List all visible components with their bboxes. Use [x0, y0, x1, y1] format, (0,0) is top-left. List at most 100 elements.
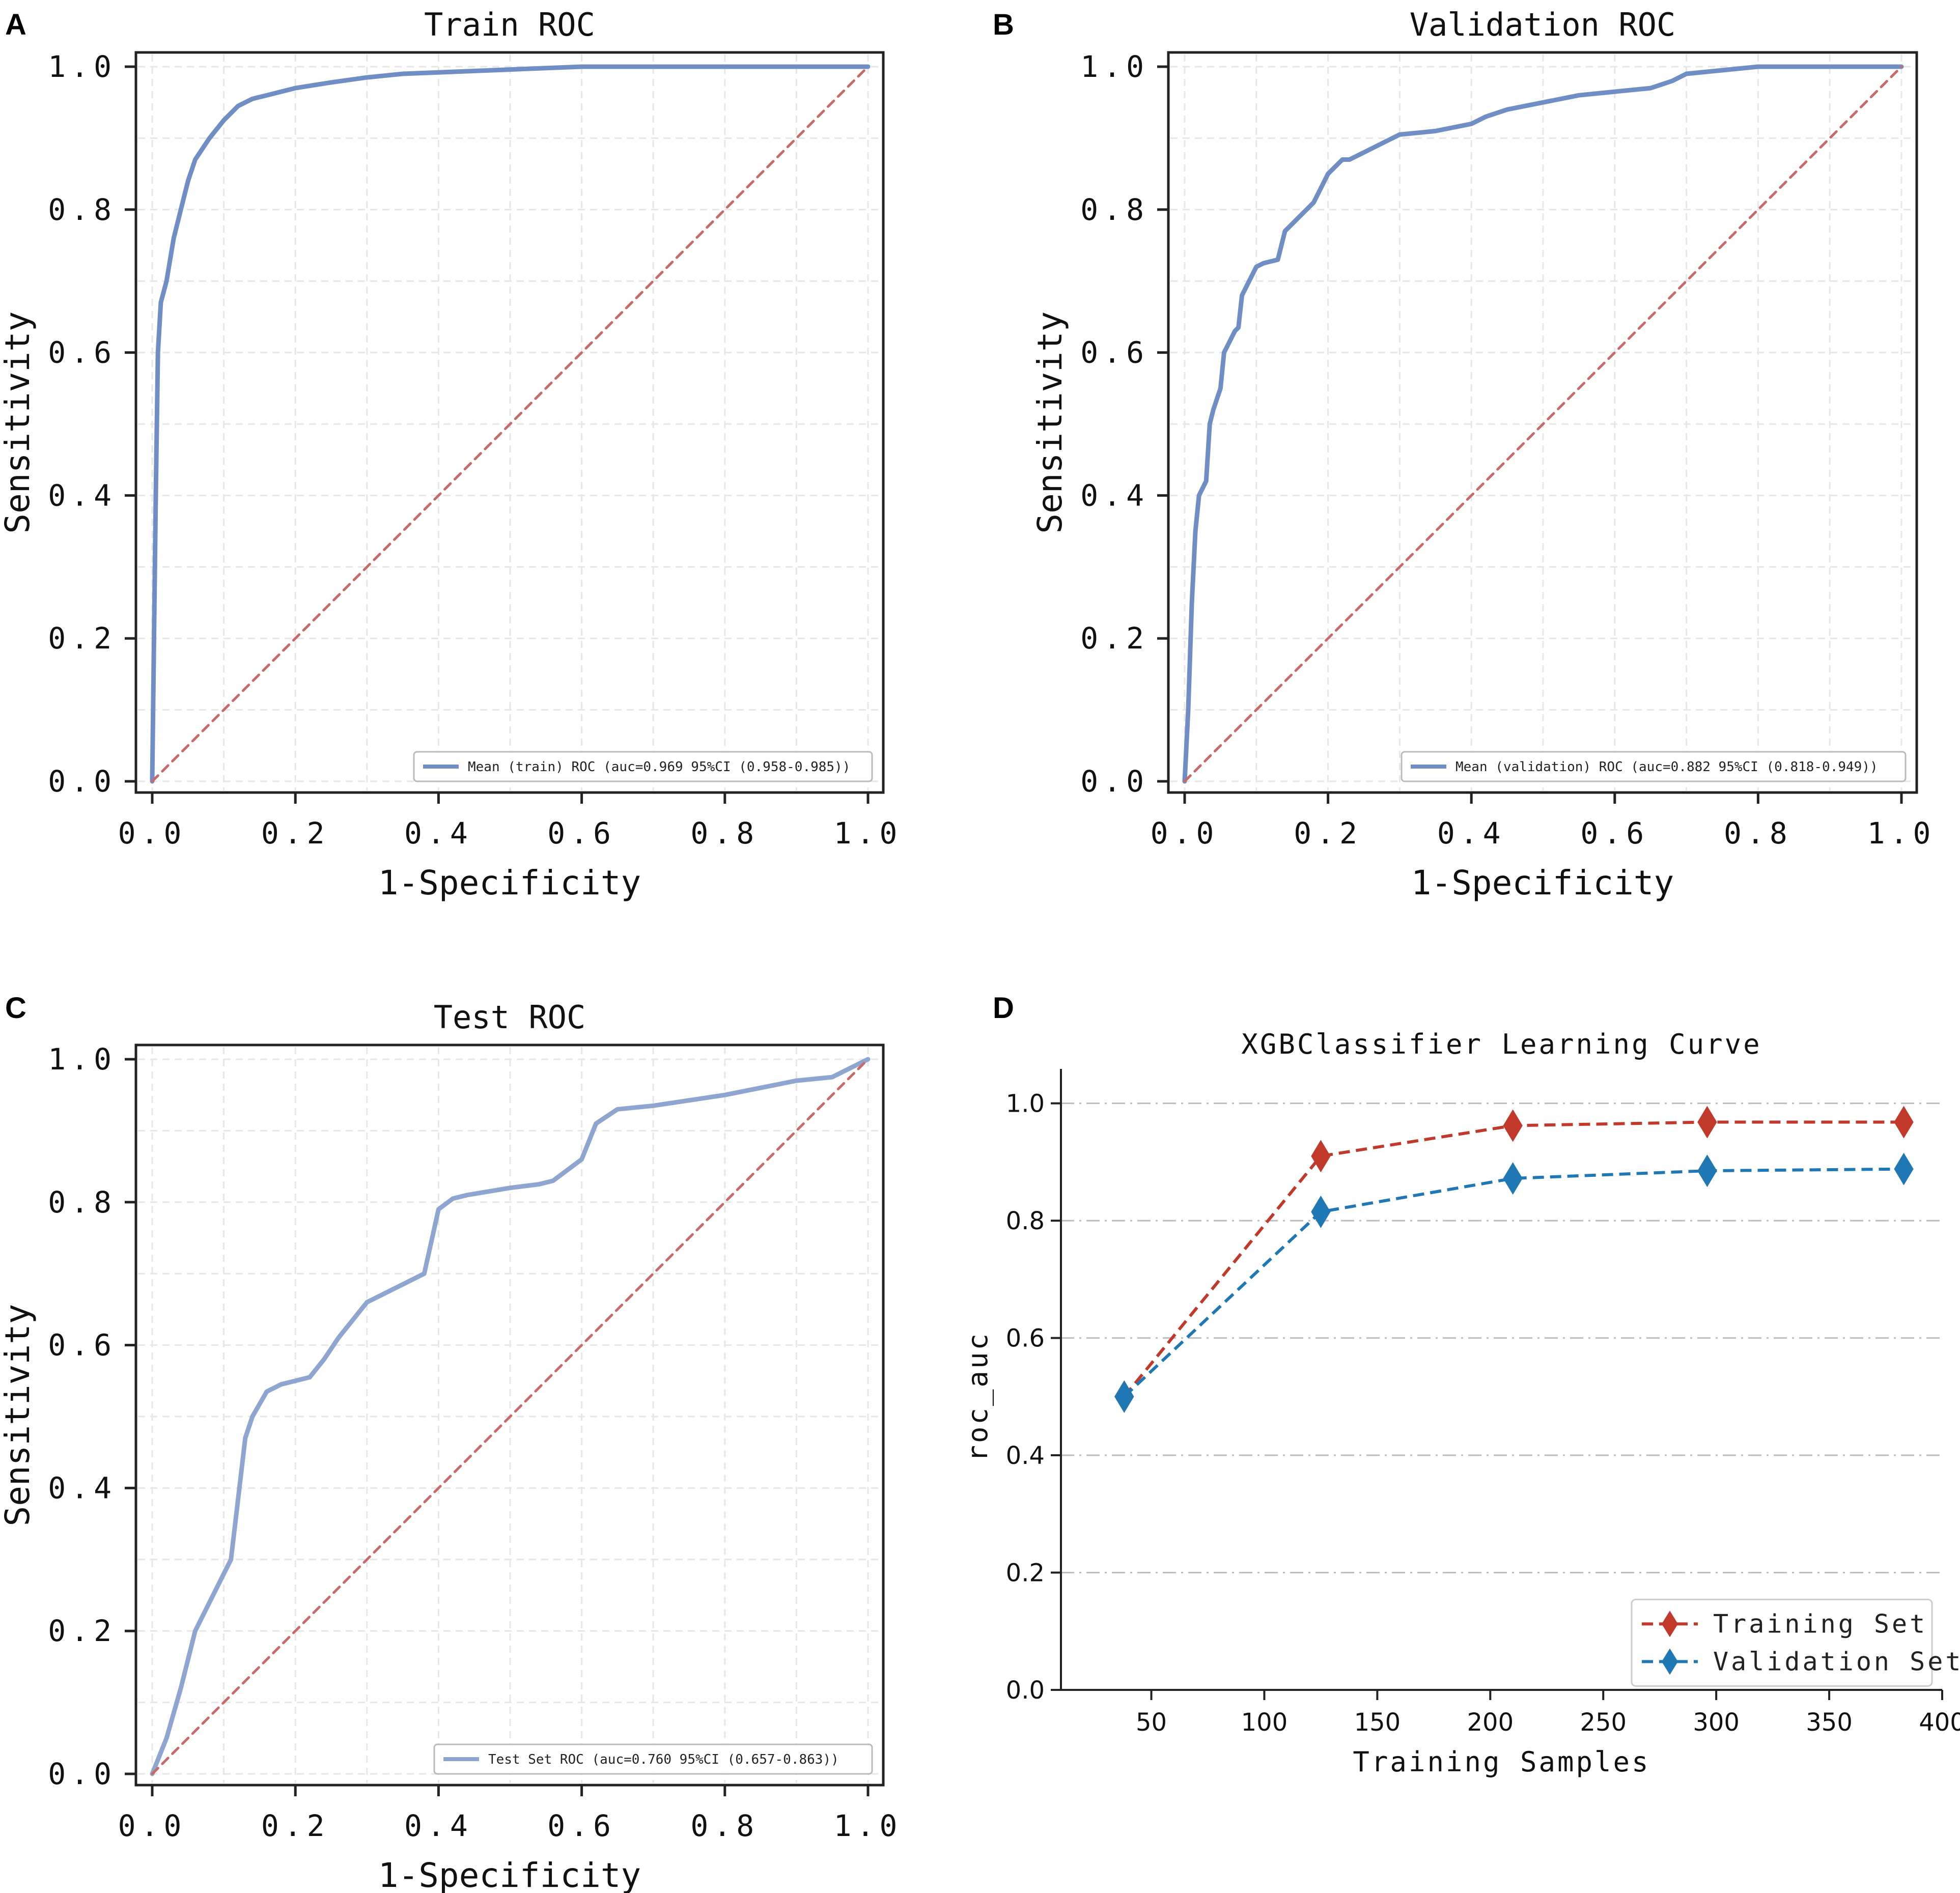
legend-box — [1631, 1598, 1933, 1687]
plot-frame — [134, 1043, 885, 1787]
x-tick-label: 0.2 — [1294, 816, 1362, 851]
x-axis-label: 1-Specificity — [378, 863, 641, 902]
y-tick-label: 0.8 — [48, 1185, 117, 1220]
legend-box — [413, 751, 873, 782]
roc-curve-line — [1182, 64, 1904, 784]
learning-curve-line — [1123, 1120, 1904, 1398]
y-tick-label: 0.6 — [48, 335, 117, 370]
legend-label: Mean (train) ROC (auc=0.969 95%CI (0.958… — [468, 759, 850, 775]
y-tick-label: 0.0 — [1006, 1676, 1045, 1705]
chart-title: Train ROC — [424, 6, 595, 43]
panel-letter: B — [993, 8, 1014, 41]
x-tick-label: 350 — [1806, 1708, 1853, 1737]
x-tick-label: 0.2 — [261, 1809, 330, 1843]
panel-letter: A — [5, 8, 26, 41]
x-tick-label: 0.6 — [1580, 816, 1649, 851]
x-tick-label: 1.0 — [834, 1809, 903, 1843]
chart-title: Validation ROC — [1410, 6, 1676, 43]
legend-label: Training Set — [1713, 1609, 1927, 1638]
panel-a: A 0.0 0.2 0.4 0.6 0.8 1.0 0.0 0.2 0.4 0.6 0.8 1.0 Tra… — [0, 6, 903, 902]
x-tick-label: 0.0 — [118, 816, 187, 851]
y-tick-label: 0.2 — [48, 1614, 117, 1648]
x-tick-label: 250 — [1580, 1708, 1627, 1737]
y-tick-label: 0.4 — [1080, 478, 1149, 513]
y-tick-label: 0.6 — [1006, 1324, 1045, 1353]
diamond-marker — [1114, 1380, 1134, 1413]
diamond-marker — [1311, 1140, 1331, 1173]
y-tick-label: 0.2 — [48, 621, 117, 656]
chance-diagonal-line — [151, 1058, 870, 1775]
chance-diagonal-line — [1183, 65, 1903, 783]
y-tick-label: 0.0 — [48, 1757, 117, 1791]
legend-diamond-marker — [1662, 1648, 1678, 1675]
x-tick-label: 150 — [1354, 1708, 1401, 1737]
y-tick-label: 0.4 — [1006, 1442, 1045, 1470]
x-tick-label: 0.4 — [1437, 816, 1506, 851]
plot-frame — [134, 51, 885, 794]
y-tick-label: 0.8 — [1006, 1207, 1045, 1235]
x-tick-label: 0.0 — [1151, 816, 1219, 851]
x-tick-label: 0.6 — [547, 1809, 616, 1843]
x-axis-label: 1-Specificity — [1411, 863, 1674, 902]
y-axis-label: Sensitivity — [0, 1304, 37, 1526]
panel-c: C 0.0 0.2 0.4 0.6 0.8 1.0 0.0 0.2 0.4 0.6 0.8 1.0 Tes… — [0, 992, 903, 1893]
x-axis-label: 1-Specificity — [378, 1856, 641, 1893]
diamond-marker — [1697, 1154, 1717, 1188]
chance-diagonal-line — [151, 65, 870, 783]
diamond-marker — [1311, 1195, 1331, 1228]
diamond-marker — [1894, 1152, 1914, 1185]
x-tick-label: 0.4 — [404, 1809, 473, 1843]
legend-label: Test Set ROC (auc=0.760 95%CI (0.657-0.8… — [488, 1752, 839, 1767]
y-tick-label: 0.6 — [1080, 335, 1149, 370]
legend-diamond-marker — [1662, 1611, 1678, 1637]
y-axis-label: Sensitivity — [0, 311, 37, 533]
y-axis-label: roc_auc — [962, 1332, 994, 1462]
y-tick-label: 1.0 — [48, 1042, 117, 1077]
x-tick-label: 0.6 — [547, 816, 616, 851]
learning-curve-line — [1123, 1167, 1904, 1398]
y-tick-label: 0.8 — [48, 192, 117, 227]
x-axis-label: Training Samples — [1353, 1746, 1650, 1778]
y-tick-label: 1.0 — [48, 49, 117, 84]
plot-frame — [1167, 51, 1918, 794]
legend-box — [433, 1743, 873, 1775]
y-tick-label: 0.0 — [48, 764, 117, 799]
x-tick-label: 0.4 — [404, 816, 473, 851]
x-tick-label: 1.0 — [1867, 816, 1936, 851]
y-tick-label: 0.2 — [1006, 1559, 1045, 1588]
legend-box — [1401, 751, 1907, 782]
x-tick-label: 200 — [1467, 1708, 1514, 1737]
x-tick-label: 50 — [1136, 1708, 1167, 1737]
diamond-marker — [1503, 1109, 1523, 1142]
x-tick-label: 0.8 — [1724, 816, 1793, 851]
y-tick-label: 0.2 — [1080, 621, 1149, 656]
x-tick-label: 400 — [1919, 1708, 1960, 1737]
y-tick-label: 0.4 — [48, 1471, 117, 1505]
roc-curve-line — [150, 1057, 871, 1776]
y-tick-label: 0.4 — [48, 478, 117, 513]
panel-letter: C — [5, 992, 26, 1025]
x-tick-label: 0.8 — [690, 1809, 759, 1843]
panel-b: B 0.0 0.2 0.4 0.6 0.8 1.0 0.0 0.2 0.4 0.6 0.8 1.0 Val… — [993, 6, 1936, 902]
chart-title: Test ROC — [434, 999, 586, 1036]
legend-label: Validation Set — [1713, 1647, 1960, 1676]
y-tick-label: 1.0 — [1006, 1090, 1045, 1118]
x-tick-label: 300 — [1693, 1708, 1740, 1737]
x-tick-label: 1.0 — [834, 816, 903, 851]
diamond-marker — [1503, 1162, 1523, 1195]
chart-title: XGBClassifier Learning Curve — [1241, 1028, 1761, 1060]
panel-letter: D — [993, 992, 1014, 1025]
diamond-marker — [1697, 1106, 1717, 1139]
y-tick-label: 1.0 — [1080, 49, 1149, 84]
y-tick-label: 0.6 — [48, 1328, 117, 1363]
roc-curve-line — [150, 64, 871, 784]
legend-label: Mean (validation) ROC (auc=0.882 95%CI (… — [1455, 759, 1878, 775]
y-axis-label: Sensitivity — [1030, 311, 1070, 533]
x-tick-label: 0.2 — [261, 816, 330, 851]
x-tick-label: 0.0 — [118, 1809, 187, 1843]
diamond-marker — [1894, 1106, 1914, 1139]
y-tick-label: 0.0 — [1080, 764, 1149, 799]
x-tick-label: 0.8 — [690, 816, 759, 851]
x-tick-label: 100 — [1241, 1708, 1288, 1737]
